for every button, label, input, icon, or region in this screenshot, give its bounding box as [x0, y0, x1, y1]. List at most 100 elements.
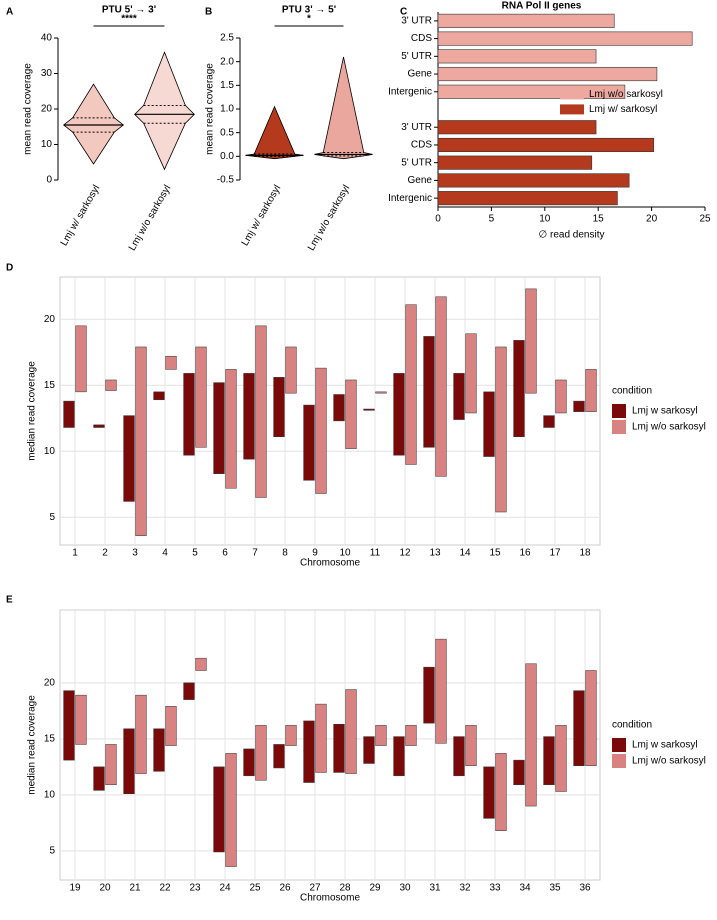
range-bar [483, 391, 495, 457]
y-axis-label: median read coverage [27, 695, 38, 795]
range-bar [243, 748, 255, 777]
range-bar [75, 325, 87, 393]
legend-label: Lmj w/o sarkosyl [632, 422, 706, 433]
y-tick-label: 5 [49, 512, 55, 523]
chart-title: PTU 3' → 5' [282, 5, 336, 16]
range-bar [543, 415, 555, 428]
x-tick-label: 14 [459, 548, 471, 559]
bar [437, 31, 693, 46]
bar [437, 67, 658, 82]
legend-label: Lmj w/o sarkosyl [632, 756, 706, 767]
y-tick-label: 15 [44, 380, 56, 391]
range-bar [183, 373, 195, 456]
y-tick-label: 1.5 [220, 80, 234, 91]
x-tick-label: 18 [579, 548, 591, 559]
y-tick-label: 5' UTR [401, 157, 432, 168]
y-tick-label: CDS [411, 140, 432, 151]
legend-title: condition [612, 720, 652, 731]
y-tick-label: 20 [41, 104, 53, 115]
legend-swatch [612, 738, 626, 752]
x-tick-label: 20 [646, 214, 658, 225]
x-tick-label: 25 [249, 883, 261, 894]
x-tick-label: 2 [102, 548, 108, 559]
range-bar [135, 346, 147, 537]
range-bar [303, 720, 315, 783]
x-tick-label: 19 [69, 883, 81, 894]
x-tick-label: Lmj w/ sarkosyl [240, 183, 284, 248]
panel-label: E [6, 595, 13, 606]
range-bar [585, 369, 597, 412]
range-bar [435, 638, 447, 744]
x-tick-label: 26 [279, 883, 291, 894]
legend-swatch [612, 404, 626, 418]
range-bar [63, 690, 75, 761]
range-bar [75, 694, 87, 745]
x-tick-label: 7 [252, 548, 258, 559]
range-bar [453, 736, 465, 777]
y-tick-label: 5 [49, 846, 55, 857]
range-bar [345, 689, 357, 774]
x-tick-label: 24 [219, 883, 231, 894]
range-bar [333, 724, 345, 773]
y-tick-label: 2.0 [220, 56, 234, 67]
range-bar [495, 346, 507, 513]
significance-label: **** [121, 14, 137, 25]
x-tick-label: 20 [99, 883, 111, 894]
x-tick-label: 12 [399, 548, 411, 559]
y-tick-label: 1.0 [220, 104, 234, 115]
x-tick-label: 5 [489, 214, 495, 225]
y-axis-label: mean read coverage [205, 63, 216, 155]
y-tick-label: 0.5 [220, 127, 234, 138]
range-bar [285, 725, 297, 746]
range-bar [93, 766, 105, 791]
range-bar [243, 373, 255, 460]
panel-label: B [205, 7, 212, 18]
y-tick-label: -0.5 [217, 175, 235, 186]
x-tick-label: 27 [309, 883, 321, 894]
range-bar [405, 725, 417, 746]
range-bar [105, 379, 117, 391]
range-bar [513, 759, 525, 786]
range-bar [165, 355, 177, 370]
range-bar [393, 736, 405, 777]
range-bar [225, 369, 237, 489]
x-tick-label: 35 [549, 883, 561, 894]
x-tick-label: 29 [369, 883, 381, 894]
x-tick-label: Lmj w/o sarkosyl [306, 183, 352, 253]
range-bar [105, 744, 117, 786]
range-bar [345, 379, 357, 449]
y-tick-label: 10 [44, 789, 56, 800]
x-tick-label: 9 [312, 548, 318, 559]
range-bar [573, 690, 585, 766]
bar [437, 173, 630, 188]
range-bar [465, 333, 477, 414]
x-tick-label: 10 [339, 548, 351, 559]
x-tick-label: Lmj w/o sarkosyl [127, 183, 173, 253]
legend-label: Lmj w/ sarkosyl [589, 104, 657, 115]
y-tick-label: 5' UTR [401, 51, 432, 62]
range-bar [93, 424, 105, 428]
y-tick-label: CDS [411, 33, 432, 44]
x-tick-label: 31 [429, 883, 441, 894]
significance-label: * [307, 14, 311, 25]
range-bar [315, 367, 327, 494]
legend-title: condition [612, 386, 652, 397]
x-tick-label: 15 [489, 548, 501, 559]
bar [437, 137, 655, 152]
y-tick-label: 0 [46, 175, 52, 186]
panel-label: A [6, 7, 13, 18]
y-tick-label: 40 [41, 33, 53, 44]
x-axis-label: Chromosome [300, 893, 360, 904]
x-tick-label: 34 [519, 883, 531, 894]
range-bar [255, 325, 267, 498]
violin [245, 105, 304, 160]
range-bar [183, 682, 195, 700]
range-bar [585, 670, 597, 766]
range-bar [375, 391, 387, 394]
range-bar [525, 288, 537, 394]
x-tick-label: 25 [699, 214, 711, 225]
x-tick-label: 0 [435, 214, 441, 225]
range-bar [393, 373, 405, 456]
range-bar [423, 336, 435, 448]
x-tick-label: 21 [129, 883, 141, 894]
